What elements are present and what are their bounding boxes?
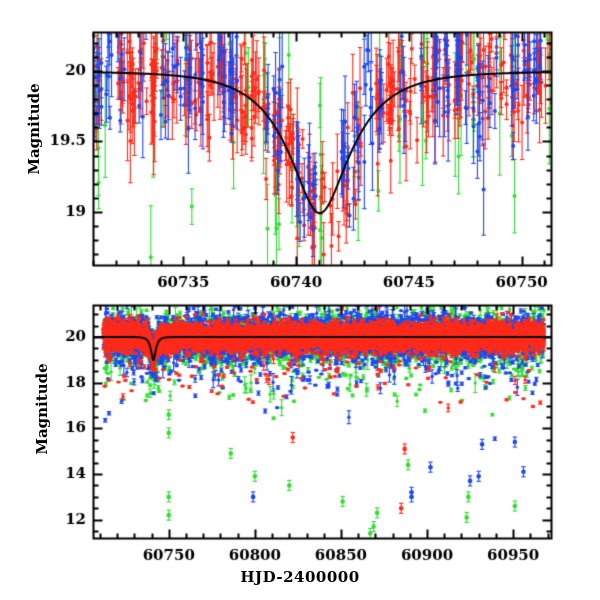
bottom-panel-x-axis-label: HJD-2400000 — [240, 568, 360, 586]
top-panel-y-axis-label: Magnitude — [25, 83, 43, 175]
bottom-panel-y-axis-label: Magnitude — [33, 363, 51, 455]
